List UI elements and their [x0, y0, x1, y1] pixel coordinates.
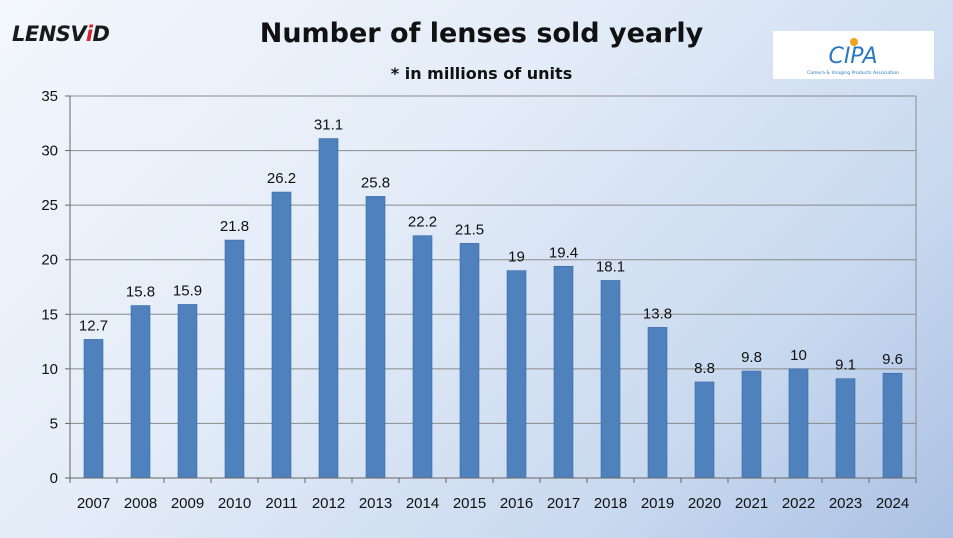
chart-subtitle: * in millions of units: [390, 64, 573, 83]
x-tick-label-2012: 2012: [312, 495, 345, 512]
data-label-2015: 21.5: [455, 221, 484, 238]
data-label-2023: 9.1: [835, 357, 856, 374]
bar-2017: [553, 265, 574, 479]
x-tick-label-2014: 2014: [406, 495, 439, 512]
x-tick-label-2013: 2013: [359, 495, 392, 512]
data-label-2021: 9.8: [741, 349, 762, 366]
bar-2016: [506, 270, 527, 479]
y-tick-label: 10: [41, 361, 58, 378]
x-tick-label-2016: 2016: [500, 495, 533, 512]
bar-layer: [83, 138, 903, 479]
y-tick-label: 15: [41, 306, 58, 323]
x-tick-label-2009: 2009: [171, 495, 204, 512]
cipa-logo-caption: Camera & Imaging Products Association: [807, 70, 899, 76]
data-label-2011: 26.2: [267, 170, 296, 187]
label-layer: 12.7 15.8 15.9 21.8 26.2 31.1 25.8 22.2 21.5 19 19…: [79, 117, 903, 377]
grid-layer: [70, 95, 916, 424]
x-tick-label-2017: 2017: [547, 495, 580, 512]
bar-2010: [224, 239, 245, 479]
bar-2018: [600, 280, 621, 479]
data-label-2007: 12.7: [79, 317, 108, 334]
y-tick-label: 5: [50, 415, 58, 432]
logo-text-accent: i: [85, 22, 93, 46]
y-tick-label: 35: [41, 88, 58, 105]
data-label-2024: 9.6: [882, 351, 903, 368]
cipa-logo-graphic: CIPA Camera & Imaging Products Associati…: [807, 38, 899, 76]
bar-2023: [835, 378, 856, 479]
x-tick-label-2010: 2010: [218, 495, 251, 512]
x-tick-label-2023: 2023: [829, 495, 862, 512]
data-label-2018: 18.1: [596, 258, 625, 275]
lensvid-logo: LENSViD: [12, 22, 110, 46]
data-label-2008: 15.8: [126, 284, 155, 301]
data-label-2012: 31.1: [314, 117, 343, 134]
logo-text-end: D: [92, 22, 110, 46]
bar-2007: [83, 339, 104, 479]
data-label-2010: 21.8: [220, 218, 249, 235]
x-tick-label-2019: 2019: [641, 495, 674, 512]
data-label-2016: 19: [508, 249, 525, 266]
x-tick-label-2024: 2024: [876, 495, 909, 512]
bar-2021: [741, 370, 762, 479]
x-tick-label-2022: 2022: [782, 495, 815, 512]
y-tick-label: 30: [41, 143, 58, 160]
logo-text-main: LENSV: [12, 22, 86, 46]
data-label-2014: 22.2: [408, 214, 437, 231]
bar-2009: [177, 304, 198, 479]
axis-layer: 0 5 10 15 20 25 30 35 2007 2008 2009 2010 2011 2012 20…: [41, 88, 917, 512]
data-label-2013: 25.8: [361, 174, 390, 191]
x-tick-label-2018: 2018: [594, 495, 627, 512]
x-tick-label-2008: 2008: [124, 495, 157, 512]
y-tick-label: 20: [41, 252, 58, 269]
x-tick-label-2020: 2020: [688, 495, 721, 512]
x-tick-label-2007: 2007: [77, 495, 110, 512]
bar-2013: [365, 196, 386, 479]
bar-2020: [694, 381, 715, 479]
cipa-logo: CIPA Camera & Imaging Products Associati…: [773, 31, 934, 79]
data-label-2022: 10: [790, 347, 807, 364]
x-tick-label-2015: 2015: [453, 495, 486, 512]
bar-2019: [647, 327, 668, 479]
bar-2022: [788, 368, 809, 479]
bar-2008: [130, 305, 151, 479]
x-tick-label-2011: 2011: [265, 495, 297, 512]
data-label-2020: 8.8: [694, 360, 715, 377]
chart-title: Number of lenses sold yearly: [259, 18, 704, 49]
x-tick-label-2021: 2021: [735, 495, 768, 512]
bar-2024: [882, 372, 903, 479]
y-tick-label: 25: [41, 197, 58, 214]
cipa-logo-dot: [850, 38, 858, 46]
bar-2011: [271, 191, 292, 479]
y-tick-label: 0: [50, 470, 58, 487]
bar-2012: [318, 138, 339, 479]
data-label-2009: 15.9: [173, 282, 202, 299]
data-label-2017: 19.4: [549, 244, 578, 261]
bar-2015: [459, 243, 480, 479]
cipa-logo-wordmark: CIPA: [828, 44, 877, 69]
bar-2014: [412, 235, 433, 479]
data-label-2019: 13.8: [643, 305, 672, 322]
